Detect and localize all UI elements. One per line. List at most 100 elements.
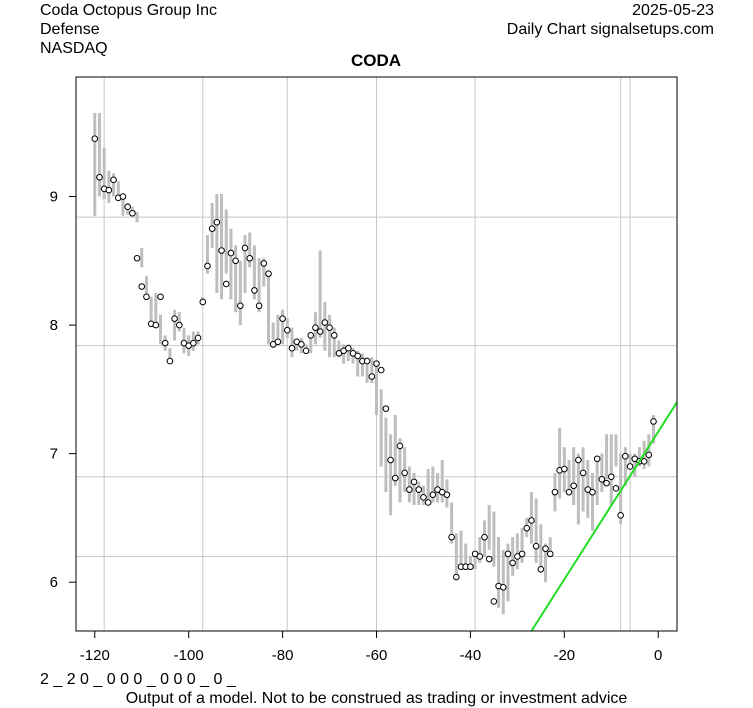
- close-point: [593, 455, 601, 463]
- close-point: [96, 173, 103, 181]
- close-point: [138, 283, 146, 290]
- close-point: [542, 545, 549, 553]
- close-point: [274, 338, 282, 346]
- close-point: [382, 405, 390, 412]
- disclaimer: Output of a model. Not to be construed a…: [125, 690, 628, 707]
- close-point: [232, 257, 239, 265]
- close-point: [396, 442, 404, 450]
- exchange-label: NASDAQ: [40, 40, 108, 57]
- close-point: [415, 486, 423, 493]
- close-point: [485, 555, 493, 563]
- axes: -120 -100 -80 -60 -40 -20 0 6 7 8 9: [50, 189, 663, 664]
- close-point: [546, 550, 554, 558]
- close-point: [387, 456, 394, 464]
- close-point: [504, 550, 512, 558]
- close-point: [448, 533, 455, 541]
- close-point: [528, 517, 535, 524]
- close-point: [298, 341, 305, 348]
- close-point: [171, 315, 178, 322]
- chart-date: 2025-05-23: [632, 2, 714, 19]
- close-point: [218, 247, 225, 254]
- close-point: [490, 598, 498, 605]
- close-point: [424, 499, 432, 506]
- close-point: [265, 270, 272, 277]
- trend-line: [530, 401, 678, 632]
- close-point: [565, 488, 573, 496]
- close-point: [288, 344, 296, 352]
- x-tick-label: 0: [654, 647, 662, 664]
- close-point: [152, 321, 160, 329]
- close-point: [279, 315, 286, 322]
- close-point: [321, 319, 329, 326]
- close-point: [607, 473, 615, 481]
- close-point: [579, 469, 587, 477]
- close-point: [105, 186, 113, 194]
- close-point: [194, 334, 202, 342]
- close-point: [410, 478, 418, 486]
- y-tick-label: 6: [50, 574, 58, 591]
- close-point: [208, 225, 216, 232]
- close-point: [161, 339, 169, 347]
- close-point: [589, 488, 596, 496]
- y-tick-label: 9: [50, 189, 58, 206]
- x-tick-label: -120: [80, 647, 110, 664]
- close-point: [603, 479, 610, 487]
- close-point: [626, 463, 634, 470]
- close-point: [133, 254, 141, 262]
- close-point: [481, 533, 488, 541]
- close-point: [391, 474, 399, 482]
- chart-title: CODA: [351, 51, 401, 70]
- close-point: [119, 193, 127, 200]
- x-tick-label: -20: [553, 647, 575, 664]
- close-point: [443, 491, 451, 499]
- gridlines: [76, 77, 677, 631]
- close-point: [326, 324, 333, 331]
- close-point: [377, 366, 385, 374]
- close-point: [453, 573, 460, 581]
- close-point: [523, 524, 531, 532]
- close-point: [345, 344, 352, 352]
- close-point: [91, 135, 99, 142]
- close-point: [190, 339, 197, 347]
- x-tick-label: -60: [366, 647, 388, 664]
- close-point: [302, 347, 310, 355]
- y-tick-label: 7: [50, 446, 58, 463]
- close-point: [283, 326, 291, 334]
- close-point: [237, 302, 244, 310]
- close-point: [251, 287, 258, 294]
- x-tick-label: -100: [174, 647, 204, 664]
- close-point: [255, 302, 263, 310]
- close-point: [157, 293, 164, 301]
- close-point: [175, 321, 183, 329]
- close-point: [143, 293, 150, 301]
- close-point: [124, 203, 131, 211]
- close-point: [476, 553, 484, 560]
- close-point: [645, 451, 653, 459]
- close-point: [401, 469, 408, 477]
- footer-code: 2 _ 2 0 _ 0 0 0 _ 0 0 0 _ 0 _: [40, 671, 236, 688]
- close-point: [110, 176, 117, 184]
- sector-label: Defense: [40, 21, 100, 38]
- trend-line-group: [530, 401, 678, 632]
- close-point: [213, 218, 221, 226]
- close-point: [598, 476, 606, 483]
- close-point: [373, 360, 380, 367]
- close-point: [420, 494, 427, 501]
- close-point: [575, 456, 582, 464]
- chart-source: Daily Chart signalsetups.com: [506, 21, 714, 38]
- close-point: [316, 328, 324, 335]
- close-point: [330, 332, 338, 339]
- close-point: [312, 324, 319, 331]
- close-point: [204, 262, 211, 270]
- y-tick-label: 8: [50, 317, 58, 334]
- close-point: [363, 357, 371, 365]
- close-point: [222, 280, 230, 288]
- close-point: [612, 485, 620, 492]
- close-point: [354, 352, 362, 360]
- close-point: [532, 542, 540, 550]
- close-point: [561, 465, 568, 473]
- close-point: [406, 486, 413, 493]
- close-point: [650, 418, 657, 425]
- x-tick-label: -80: [272, 647, 294, 664]
